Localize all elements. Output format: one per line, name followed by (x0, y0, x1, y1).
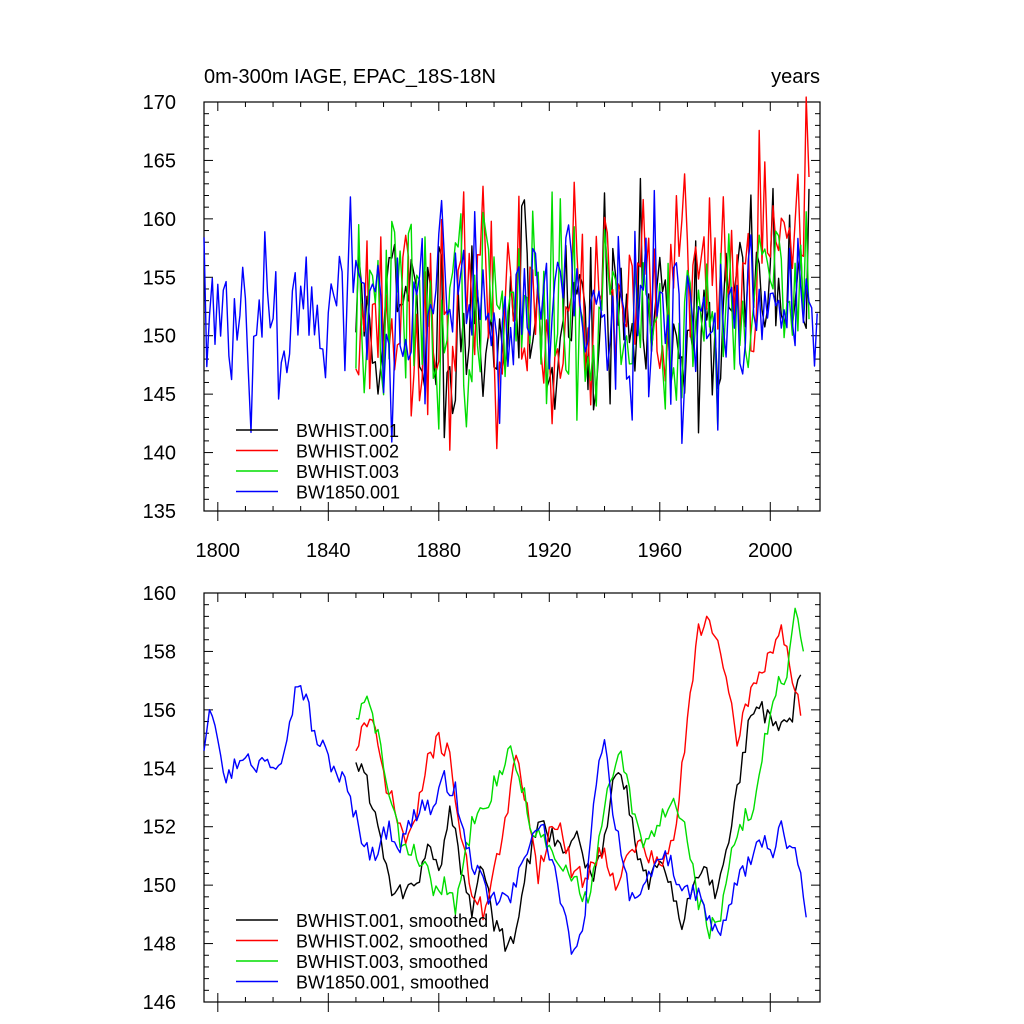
plot-frame-0 (203, 101, 821, 512)
title-right: years (771, 66, 820, 88)
legend-label: BWHIST.003 (296, 462, 399, 482)
y-tick-label: 158 (143, 641, 176, 663)
series-line-bwhist-002 (355, 96, 810, 451)
top-panel: 1800 1840 1880 1920 1960 2000 135 140 145 150 155 1… (143, 92, 821, 562)
plot-frame-1 (203, 592, 821, 1003)
y-tick-label: 150 (143, 875, 176, 897)
series-line-bwhist-003-smoothed (355, 607, 805, 940)
series-line-bwhist-001-smoothed (355, 674, 802, 952)
series-line-bw1850-001-smoothed (203, 685, 807, 955)
y-tick-label: 150 (143, 326, 176, 348)
y-tick-label: 135 (143, 501, 176, 523)
title-left: 0m-300m IAGE, EPAC_18S-18N (204, 66, 496, 88)
legend-label: BW1850.001 (296, 483, 400, 503)
series-line-bwhist-002-smoothed (355, 615, 802, 921)
y-tick-label: 155 (143, 267, 176, 289)
x-tick-label: 1800 (196, 540, 241, 562)
series-line-bwhist-003 (355, 191, 810, 430)
x-tick-label: 1920 (527, 540, 572, 562)
y-tick-label: 160 (143, 583, 176, 605)
y-tick-label: 165 (143, 150, 176, 172)
y-tick-label: 145 (143, 384, 176, 406)
x-tick-label: 1880 (417, 540, 462, 562)
legend-label: BWHIST.002 (296, 442, 399, 462)
legend-label: BW1850.001, smoothed (296, 973, 489, 993)
x-tick-label: 2000 (748, 540, 793, 562)
y-tick-label: 146 (143, 992, 176, 1014)
y-tick-label: 156 (143, 700, 176, 722)
y-tick-label: 154 (143, 758, 176, 780)
series-line-bw1850-001 (203, 189, 818, 445)
legend-label: BWHIST.001 (296, 421, 399, 441)
legend-label: BWHIST.003, smoothed (296, 952, 488, 972)
y-tick-label: 152 (143, 817, 176, 839)
x-tick-label: 1960 (638, 540, 683, 562)
y-tick-label: 148 (143, 934, 176, 956)
bottom-panel: 146 148 150 152 154 156 158 160 BWHIST.001, smoo… (143, 583, 821, 1014)
legend-label: BWHIST.002, smoothed (296, 932, 488, 952)
y-tick-label: 140 (143, 443, 176, 465)
legend-label: BWHIST.001, smoothed (296, 911, 488, 931)
y-tick-label: 170 (143, 92, 176, 114)
y-tick-label: 160 (143, 209, 176, 231)
x-tick-label: 1840 (306, 540, 351, 562)
